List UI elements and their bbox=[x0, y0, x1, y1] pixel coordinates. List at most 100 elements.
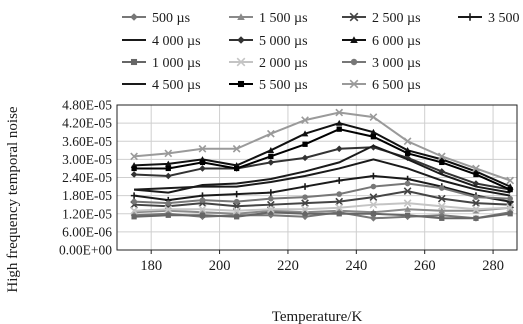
series-8 bbox=[130, 199, 515, 215]
x-axis-ticks: 180 200 220 240 260 280 bbox=[140, 250, 504, 274]
data-point bbox=[165, 200, 172, 206]
legend-label: 3 500 µs bbox=[488, 11, 523, 26]
data-point bbox=[199, 197, 206, 203]
data-point bbox=[472, 199, 480, 208]
data-point bbox=[237, 80, 245, 88]
series-3 bbox=[130, 172, 514, 205]
data-point bbox=[268, 195, 274, 202]
data-point bbox=[370, 214, 377, 222]
data-point bbox=[437, 202, 446, 211]
x-tick-label: 240 bbox=[345, 258, 367, 274]
data-point bbox=[403, 187, 412, 195]
data-point bbox=[199, 159, 206, 166]
data-point bbox=[370, 143, 377, 151]
legend-label: 4 500 µs bbox=[152, 78, 201, 93]
data-point bbox=[370, 211, 377, 217]
legend-label: 3 000 µs bbox=[372, 56, 421, 71]
data-point bbox=[302, 211, 308, 217]
data-point bbox=[369, 113, 378, 121]
x-tick-label: 200 bbox=[209, 258, 231, 274]
data-point bbox=[403, 199, 412, 208]
data-point bbox=[301, 154, 309, 162]
data-point bbox=[232, 206, 241, 215]
data-point bbox=[234, 214, 240, 220]
data-point bbox=[437, 152, 446, 161]
data-point bbox=[370, 183, 377, 190]
data-point bbox=[472, 164, 480, 173]
data-point bbox=[233, 190, 240, 198]
x-tick-label: 180 bbox=[140, 258, 162, 274]
data-point bbox=[335, 177, 343, 184]
legend-item: 5 500 µs bbox=[229, 78, 308, 93]
data-point bbox=[506, 176, 515, 185]
series-line bbox=[134, 202, 511, 212]
data-point bbox=[370, 172, 377, 180]
data-point bbox=[350, 58, 358, 66]
data-point bbox=[438, 185, 445, 191]
series-line bbox=[134, 122, 511, 188]
data-point bbox=[336, 126, 342, 132]
legend-item: 1 500 µs bbox=[229, 11, 308, 26]
data-point bbox=[234, 165, 240, 172]
data-point bbox=[268, 209, 274, 215]
data-point bbox=[472, 180, 480, 187]
data-point bbox=[349, 79, 359, 89]
data-point bbox=[336, 191, 343, 197]
legend-label: 2 500 µs bbox=[372, 11, 421, 26]
legend-label: 1 500 µs bbox=[259, 11, 308, 26]
data-point bbox=[130, 13, 138, 21]
data-point bbox=[130, 152, 138, 161]
legend-item: 4 500 µs bbox=[122, 78, 201, 93]
legend-item: 3 000 µs bbox=[342, 56, 421, 71]
data-point bbox=[437, 194, 446, 203]
data-point bbox=[237, 13, 245, 21]
data-point bbox=[349, 12, 359, 22]
data-point bbox=[164, 149, 173, 158]
data-point bbox=[403, 137, 412, 146]
series-layer bbox=[130, 108, 515, 222]
data-point bbox=[267, 159, 275, 166]
data-point bbox=[473, 215, 479, 221]
legend-label: 4 000 µs bbox=[152, 34, 201, 49]
y-tick-label: 1.20E-05 bbox=[62, 206, 112, 221]
data-point bbox=[131, 198, 137, 205]
data-point bbox=[302, 141, 308, 147]
data-point bbox=[404, 150, 411, 156]
data-point bbox=[267, 211, 275, 219]
data-point bbox=[301, 199, 309, 208]
data-point bbox=[473, 194, 479, 200]
legend-item: 2 500 µs bbox=[342, 11, 421, 26]
series-10 bbox=[134, 144, 511, 194]
y-tick-label: 0.00E+00 bbox=[59, 243, 112, 258]
data-point bbox=[404, 180, 411, 187]
y-tick-label: 3.00E-05 bbox=[62, 152, 112, 167]
data-point bbox=[350, 36, 358, 44]
data-point bbox=[130, 171, 138, 178]
data-point bbox=[164, 160, 172, 167]
data-point bbox=[370, 134, 377, 140]
x-tick-label: 260 bbox=[414, 258, 436, 274]
data-point bbox=[301, 116, 309, 124]
y-tick-label: 1.80E-05 bbox=[62, 188, 112, 203]
data-point bbox=[507, 186, 513, 193]
x-tick-label: 280 bbox=[482, 258, 504, 274]
data-point bbox=[404, 154, 411, 162]
data-point bbox=[233, 198, 240, 205]
data-point bbox=[404, 205, 411, 212]
legend-item: 4 000 µs bbox=[122, 34, 201, 49]
data-point bbox=[335, 203, 344, 212]
data-point bbox=[199, 165, 206, 172]
data-point bbox=[507, 195, 513, 202]
data-point bbox=[267, 189, 275, 196]
legend-item: 6 000 µs bbox=[342, 34, 421, 49]
legend-item: 3 500 µs bbox=[458, 11, 523, 26]
data-point bbox=[466, 13, 474, 21]
y-axis-label: High frequency temporal noise bbox=[5, 106, 21, 293]
x-tick-label: 220 bbox=[277, 258, 299, 274]
data-point bbox=[439, 159, 445, 166]
series-line bbox=[134, 211, 511, 220]
plot-area bbox=[116, 104, 518, 251]
data-point bbox=[267, 147, 275, 153]
legend-label: 1 000 µs bbox=[152, 56, 201, 71]
